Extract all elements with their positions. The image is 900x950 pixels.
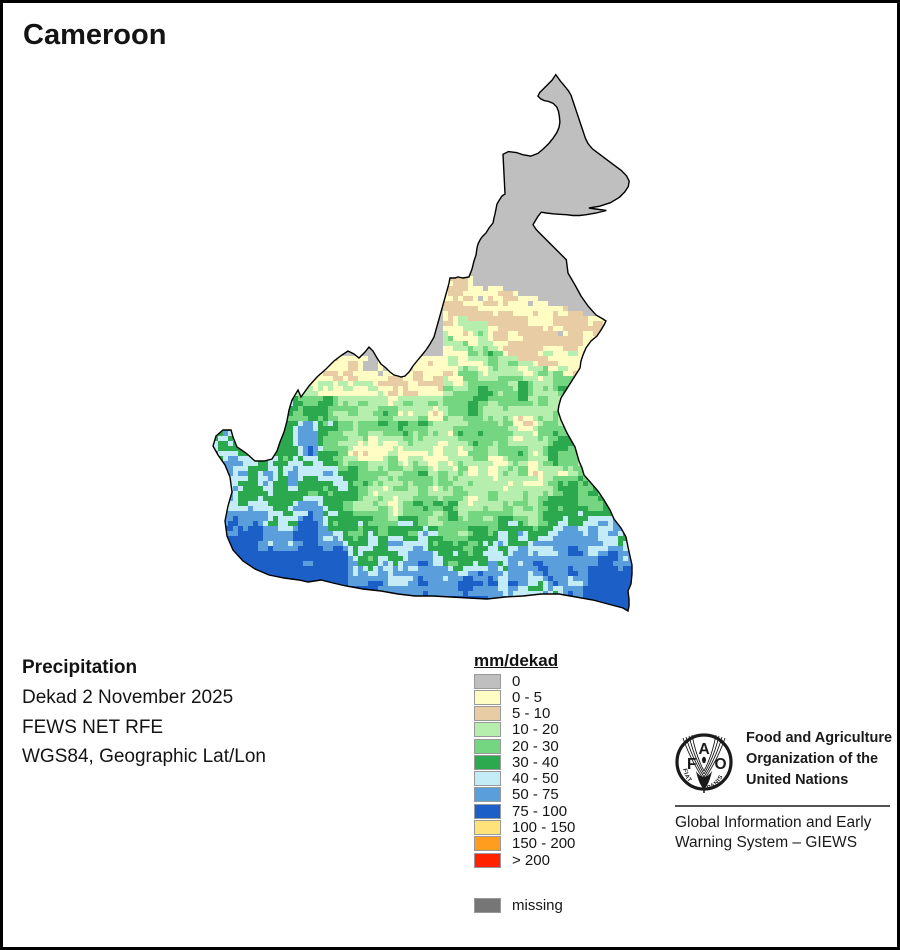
svg-text:Food and Agriculture: Food and Agriculture bbox=[746, 730, 892, 746]
svg-text:United Nations: United Nations bbox=[746, 772, 848, 788]
svg-text:Organization of the: Organization of the bbox=[746, 751, 878, 767]
